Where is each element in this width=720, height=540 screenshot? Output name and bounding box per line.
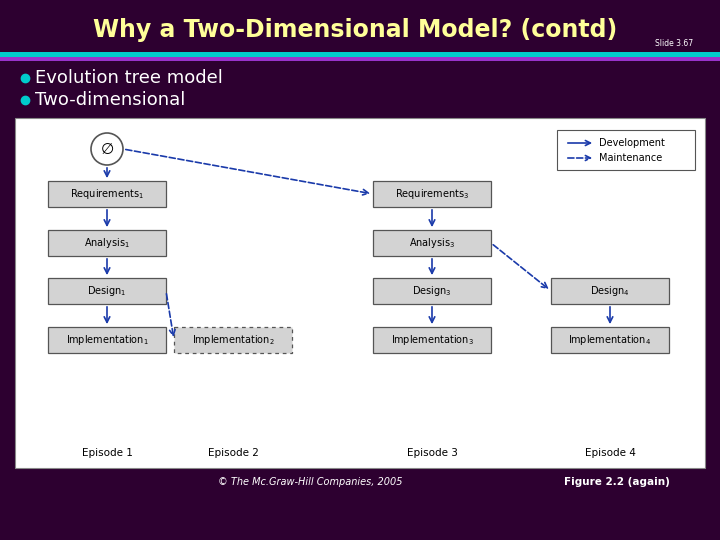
Text: Evolution tree model: Evolution tree model xyxy=(35,69,223,87)
Text: Requirements$_3$: Requirements$_3$ xyxy=(395,187,469,201)
Text: Implementation$_4$: Implementation$_4$ xyxy=(569,333,652,347)
Text: Development: Development xyxy=(599,138,665,148)
Bar xyxy=(551,327,669,353)
Text: Implementation$_2$: Implementation$_2$ xyxy=(192,333,274,347)
Text: Implementation$_1$: Implementation$_1$ xyxy=(66,333,148,347)
Text: Figure 2.2 (again): Figure 2.2 (again) xyxy=(564,477,670,487)
Bar xyxy=(373,181,491,207)
Text: Maintenance: Maintenance xyxy=(599,153,662,163)
Text: ∅: ∅ xyxy=(100,141,114,157)
Text: Design$_3$: Design$_3$ xyxy=(413,284,451,298)
Bar xyxy=(174,327,292,353)
Bar xyxy=(551,278,669,304)
Text: Requirements$_1$: Requirements$_1$ xyxy=(70,187,144,201)
Bar xyxy=(373,230,491,256)
Bar xyxy=(557,130,695,170)
Bar xyxy=(48,230,166,256)
Text: Slide 3.67: Slide 3.67 xyxy=(655,39,693,49)
Text: Analysis$_3$: Analysis$_3$ xyxy=(409,236,455,250)
Bar xyxy=(373,327,491,353)
Text: Why a Two-Dimensional Model? (contd): Why a Two-Dimensional Model? (contd) xyxy=(93,18,617,42)
Text: Implementation$_3$: Implementation$_3$ xyxy=(390,333,474,347)
Text: Two-dimensional: Two-dimensional xyxy=(35,91,185,109)
Text: Episode 2: Episode 2 xyxy=(207,448,258,458)
Bar xyxy=(48,181,166,207)
Text: Analysis$_1$: Analysis$_1$ xyxy=(84,236,130,250)
Bar xyxy=(0,52,720,57)
Text: Design$_4$: Design$_4$ xyxy=(590,284,630,298)
Bar xyxy=(15,118,705,468)
Text: © The Mc.Graw-Hill Companies, 2005: © The Mc.Graw-Hill Companies, 2005 xyxy=(217,477,402,487)
Bar xyxy=(48,278,166,304)
Bar xyxy=(373,278,491,304)
Bar xyxy=(48,327,166,353)
Bar xyxy=(0,57,720,61)
Text: Design$_1$: Design$_1$ xyxy=(87,284,127,298)
Circle shape xyxy=(91,133,123,165)
Text: Episode 3: Episode 3 xyxy=(407,448,457,458)
Text: Episode 1: Episode 1 xyxy=(81,448,132,458)
Text: Episode 4: Episode 4 xyxy=(585,448,636,458)
